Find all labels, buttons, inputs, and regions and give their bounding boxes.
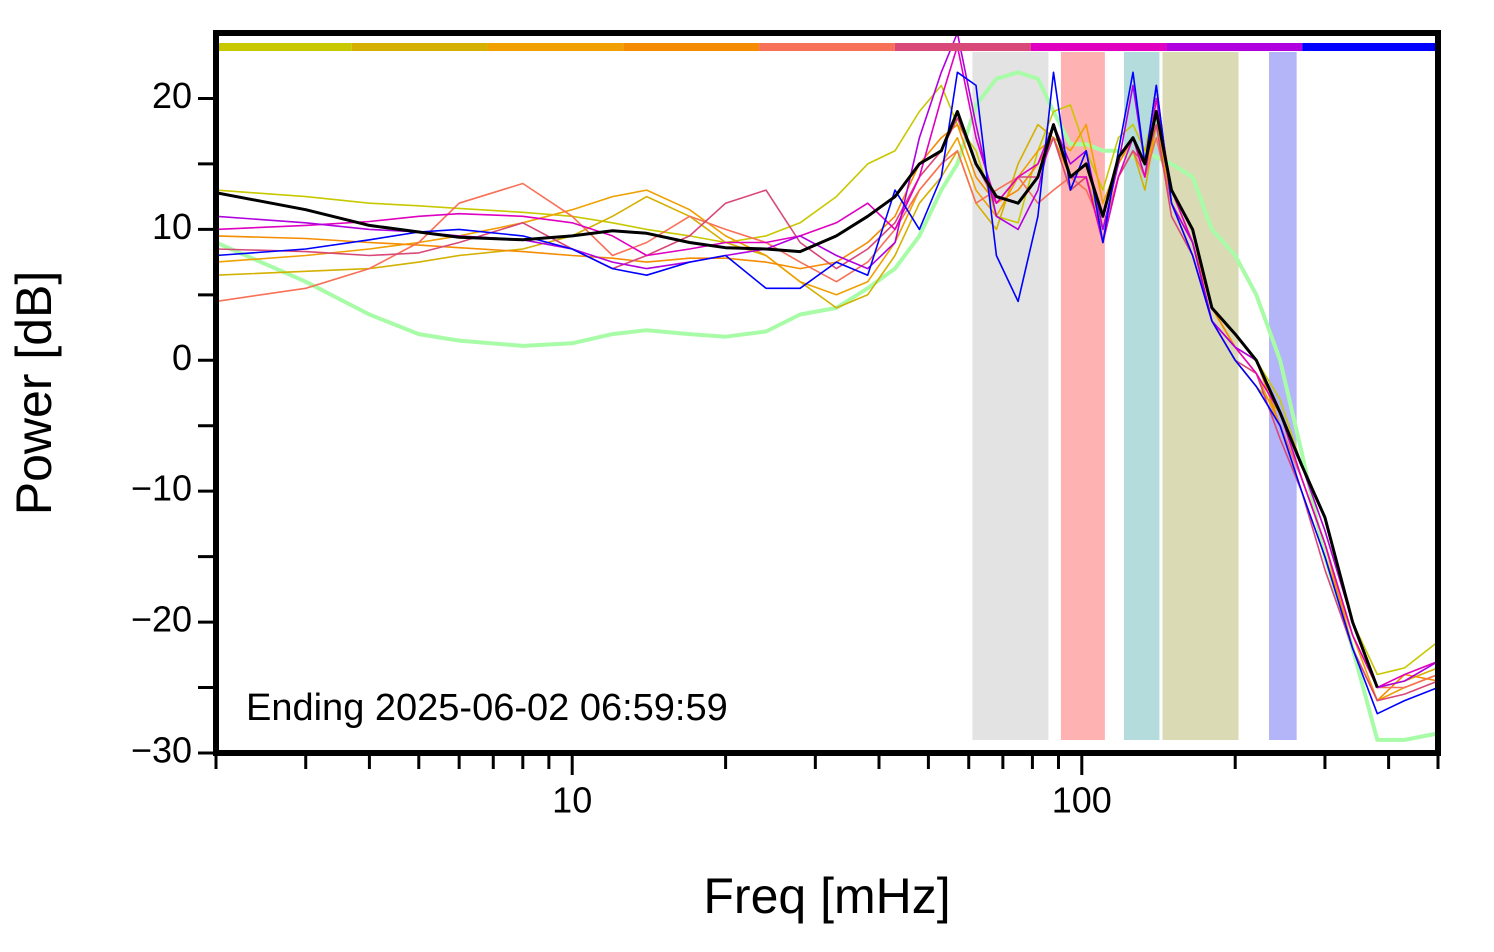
series-line bbox=[216, 110, 1438, 702]
x-axis-label: Freq [mHz] bbox=[703, 868, 950, 924]
color-bar-segment bbox=[351, 43, 488, 51]
color-bar-segment bbox=[759, 43, 895, 51]
color-bar-segment bbox=[487, 43, 624, 51]
color-bar-segment bbox=[1166, 43, 1303, 51]
frequency-band bbox=[1162, 52, 1239, 740]
lines bbox=[216, 33, 1438, 742]
series-line bbox=[216, 123, 1438, 689]
plot-frame bbox=[213, 30, 1441, 756]
y-tick-label: 10 bbox=[152, 206, 192, 247]
series-line bbox=[216, 136, 1438, 689]
x-tick-label: 100 bbox=[1052, 780, 1112, 821]
y-tick-label: −10 bbox=[131, 468, 192, 509]
series-line bbox=[216, 71, 1438, 715]
series-line bbox=[216, 70, 1438, 742]
y-tick-label: 0 bbox=[172, 337, 192, 378]
series-line bbox=[216, 84, 1438, 676]
y-tick-label: −30 bbox=[131, 730, 192, 771]
color-bar bbox=[216, 43, 1438, 51]
y-axis-label: Power [dB] bbox=[6, 271, 62, 516]
color-bar-segment bbox=[1030, 43, 1167, 51]
color-bar-segment bbox=[1302, 43, 1438, 51]
series-line bbox=[216, 45, 1438, 689]
y-tick-label: −20 bbox=[131, 599, 192, 640]
x-tick-label: 10 bbox=[552, 780, 592, 821]
color-bar-segment bbox=[894, 43, 1031, 51]
annotation: Ending 2025-06-02 06:59:59 bbox=[246, 687, 728, 729]
color-bar-segment bbox=[623, 43, 760, 51]
y-tick-label: 20 bbox=[152, 75, 192, 116]
series-line bbox=[216, 110, 1379, 689]
series-line bbox=[216, 123, 1438, 702]
color-bar-segment bbox=[216, 43, 352, 51]
